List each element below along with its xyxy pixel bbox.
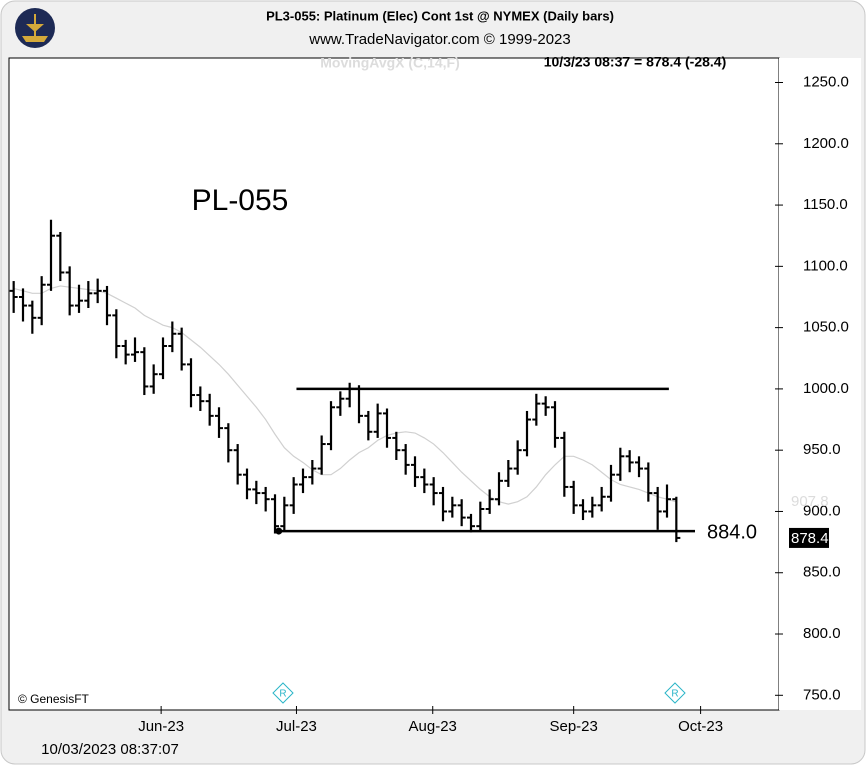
x-tick-label: Aug-23 [409,718,457,735]
y-tick-label: 1100.0 [803,257,848,274]
indicator-label: MovingAvgX (C,14,F) [320,55,460,71]
y-tick-label: 900.0 [803,502,841,519]
annotation: PL-055 [192,184,289,217]
logo [15,8,55,48]
r-icon: R [664,682,686,704]
y-tick-label: 1250.0 [803,73,849,90]
readout: 10/3/23 08:37 = 878.4 (-28.4) [544,54,727,70]
chart-title: PL3-055: Platinum (Elec) Cont 1st @ NYME… [266,8,614,23]
y-tick-label: 1000.0 [803,380,849,397]
y-tick-label: 1200.0 [803,135,849,152]
y-tick-label: 800.0 [803,625,841,642]
level-label: 884.0 [707,521,757,543]
timestamp: 10/03/2023 08:37:07 [41,741,179,758]
svg-text:R: R [671,689,678,700]
subtitle: www.TradeNavigator.com © 1999-2023 [308,31,570,48]
ma-value-label: 907.8 [791,493,829,510]
plot-area [8,57,780,711]
y-tick-label: 950.0 [803,441,841,458]
level-anchor [275,527,283,535]
x-tick-label: Jun-23 [138,718,184,735]
moving-average [13,285,677,505]
watermark: © GenesisFT [18,692,90,706]
price-tag-label: 878.4 [791,530,829,547]
r-icon: R [272,682,294,704]
axis-area [779,58,861,710]
y-tick-label: 850.0 [803,564,841,581]
x-tick-label: Jul-23 [276,718,317,735]
y-tick-label: 1150.0 [803,196,848,213]
price-tag [789,527,829,548]
x-tick-label: Sep-23 [549,718,597,735]
svg-text:R: R [279,689,286,700]
y-tick-label: 750.0 [803,686,841,703]
y-tick-label: 1050.0 [803,319,849,336]
x-tick-label: Oct-23 [678,718,723,735]
